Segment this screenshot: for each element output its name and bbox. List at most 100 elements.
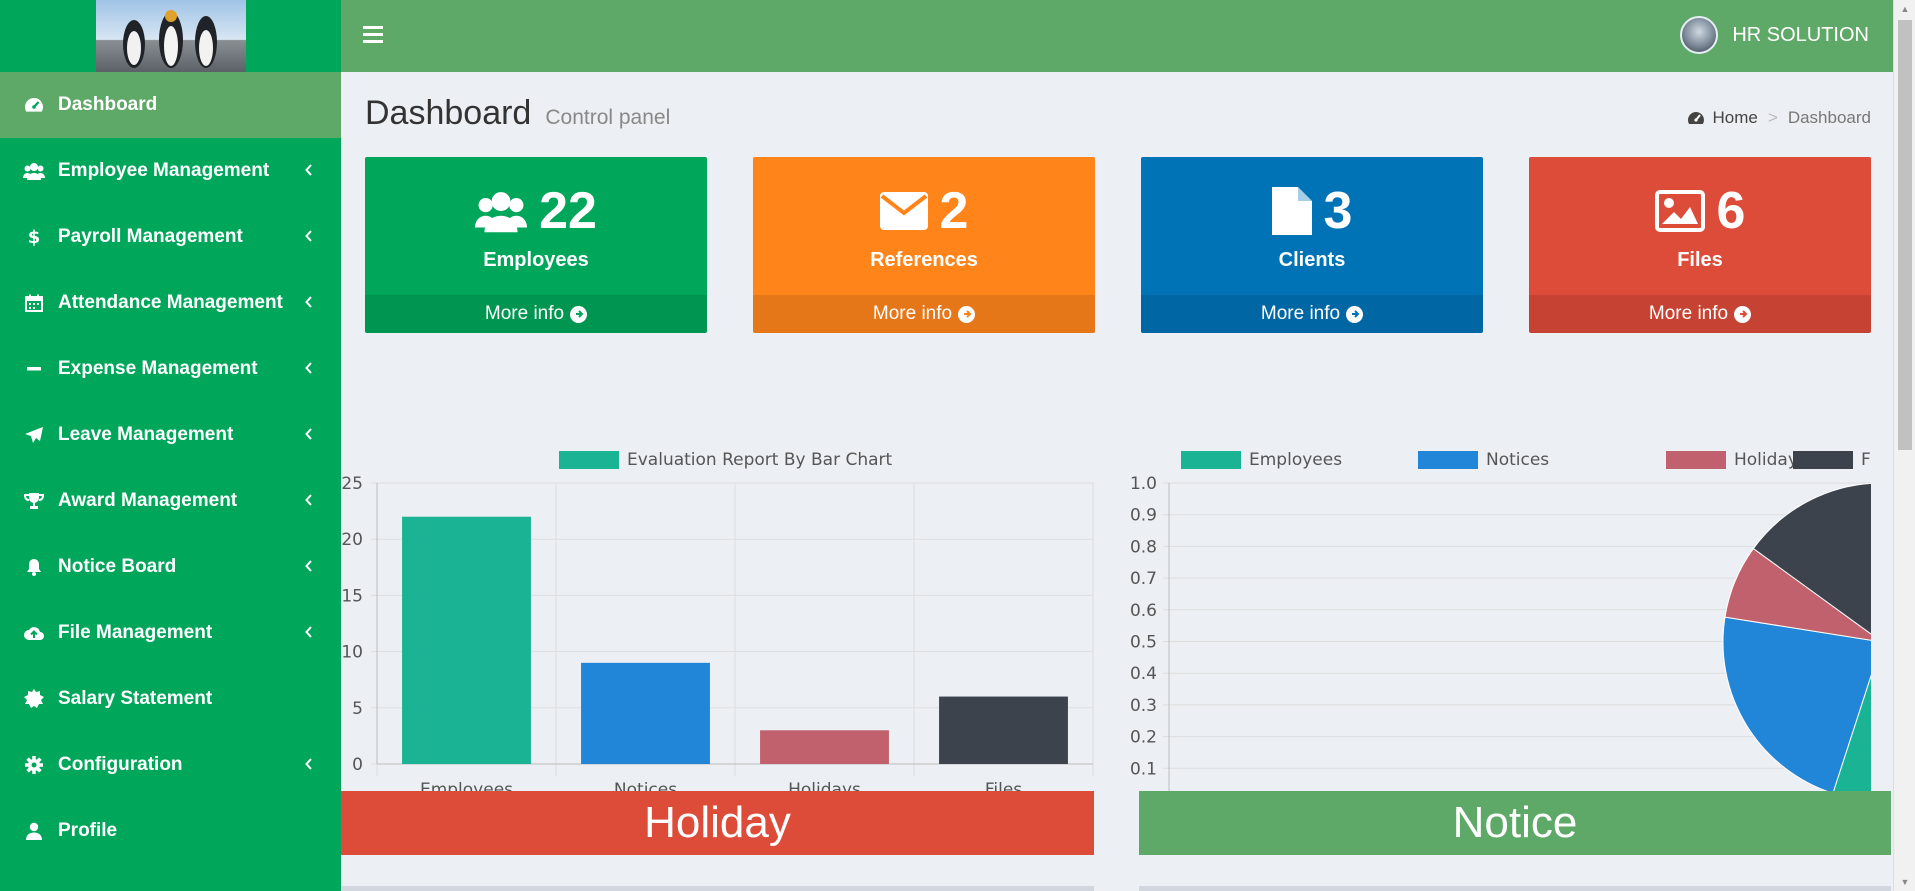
holiday-section-header: Holiday	[341, 791, 1094, 855]
info-boxes: 22 Employees More info 2 References More info…	[365, 157, 1871, 333]
info-box-label: References	[870, 248, 978, 271]
sidebar-item-label: Employee Management	[58, 160, 270, 181]
more-info-label: More info	[1260, 303, 1341, 324]
chevron-left-icon	[305, 358, 313, 380]
bell-icon	[22, 555, 46, 579]
legend-label: Notices	[1486, 450, 1549, 470]
envelope-icon	[879, 191, 928, 230]
more-info-label: More info	[872, 303, 953, 324]
sidebar-item-employee-management[interactable]: Employee Management	[0, 138, 341, 204]
sidebar-item-file-management[interactable]: File Management	[0, 600, 341, 666]
dashboard-icon	[22, 93, 46, 117]
legend-label: Holidays	[1734, 450, 1807, 470]
info-box-count: 3	[1323, 181, 1353, 240]
legend-swatch	[1181, 451, 1241, 469]
scroll-up-arrow-icon[interactable]: ▲	[1900, 4, 1910, 14]
more-info-link[interactable]: More info	[1141, 295, 1483, 333]
sidebar-item-award-management[interactable]: Award Management	[0, 468, 341, 534]
user-menu[interactable]: HR SOLUTION	[1680, 16, 1869, 54]
sidebar-toggle-icon[interactable]	[363, 26, 383, 44]
breadcrumb: Home > Dashboard	[1687, 108, 1871, 128]
legend-swatch	[559, 451, 619, 469]
info-box-count: 2	[939, 181, 969, 240]
arrow-circle-right-icon	[570, 305, 588, 323]
y-tick-label: 0.4	[1130, 664, 1157, 684]
svg-text:$: $	[28, 227, 41, 247]
legend-item: Evaluation Report By Bar Chart	[559, 450, 893, 470]
y-tick-label: 0.1	[1130, 759, 1157, 779]
sidebar-item-label: Payroll Management	[58, 226, 243, 247]
info-box-label: Files	[1677, 248, 1723, 271]
info-box-label: Employees	[483, 248, 589, 271]
user-name: HR SOLUTION	[1732, 23, 1869, 46]
sidebar-item-leave-management[interactable]: Leave Management	[0, 402, 341, 468]
legend-swatch	[1793, 451, 1853, 469]
trophy-icon	[22, 489, 46, 513]
cloud-upload-icon	[22, 621, 46, 645]
sidebar-item-label: Expense Management	[58, 358, 258, 379]
breadcrumb-current: Dashboard	[1787, 108, 1871, 127]
sidebar-item-salary-statement[interactable]: Salary Statement	[0, 666, 341, 732]
more-info-link[interactable]: More info	[1529, 295, 1871, 333]
legend-swatch	[1666, 451, 1726, 469]
page-subtitle: Control panel	[545, 106, 671, 129]
more-info-label: More info	[1648, 303, 1729, 324]
top-navbar: HR SOLUTION	[341, 0, 1893, 72]
scroll-down-arrow-icon[interactable]: ▼	[1900, 877, 1910, 887]
gear-icon	[22, 753, 46, 777]
sidebar-item-label: Attendance Management	[58, 292, 283, 313]
notice-section-header: Notice	[1139, 791, 1891, 855]
sidebar-item-profile[interactable]: Profile	[0, 798, 341, 864]
sidebar-item-label: File Management	[58, 622, 213, 643]
y-tick-label: 15	[341, 586, 363, 606]
dollar-icon: $	[22, 225, 46, 249]
paper-plane-icon	[22, 423, 46, 447]
legend-item-holidays: Holidays	[1666, 450, 1807, 470]
info-box-clients: 3 Clients More info	[1141, 157, 1483, 333]
scroll-thumb[interactable]	[1898, 20, 1912, 450]
y-tick-label: 0.3	[1130, 696, 1157, 716]
info-box-count: 22	[539, 181, 597, 240]
pie-chart: EmployeesNoticesHolidaysFiles00.10.20.30…	[1130, 450, 1871, 811]
chevron-left-icon	[305, 160, 313, 182]
sidebar-item-label: Configuration	[58, 754, 183, 775]
notice-title: Notice	[1452, 798, 1578, 847]
info-box-employees: 22 Employees More info	[365, 157, 707, 333]
main-content: Dashboard Control panel Home > Dashboard…	[341, 72, 1893, 891]
arrow-circle-right-icon	[958, 305, 976, 323]
bar-employees	[402, 516, 531, 764]
chevron-left-icon	[305, 622, 313, 644]
bar-chart: Evaluation Report By Bar Chart 0 5 10 15 20 25…	[341, 450, 1094, 800]
logo-image[interactable]	[95, 0, 246, 72]
sidebar-item-expense-management[interactable]: Expense Management	[0, 336, 341, 402]
pie-slice-notices	[1722, 616, 1871, 794]
sidebar-item-label: Salary Statement	[58, 688, 213, 709]
sidebar-item-notice-board[interactable]: Notice Board	[0, 534, 341, 600]
legend-item-employees: Employees	[1181, 450, 1342, 470]
sidebar-item-payroll-management[interactable]: $ Payroll Management	[0, 204, 341, 270]
breadcrumb-home-link[interactable]: Home	[1712, 108, 1758, 127]
y-tick-label: 5	[352, 699, 363, 719]
more-info-link[interactable]: More info	[365, 295, 707, 333]
y-tick-label: 10	[341, 643, 363, 663]
y-tick-label: 0	[352, 755, 363, 775]
chevron-left-icon	[305, 490, 313, 512]
more-info-link[interactable]: More info	[753, 295, 1095, 333]
image-icon	[1654, 189, 1705, 232]
legend-label: Files	[1861, 450, 1871, 470]
y-tick-label: 0.2	[1130, 728, 1157, 748]
chevron-left-icon	[305, 556, 313, 578]
sidebar-item-configuration[interactable]: Configuration	[0, 732, 341, 798]
user-icon	[22, 819, 46, 843]
info-box-label: Clients	[1278, 248, 1346, 271]
sidebar-item-dashboard[interactable]: Dashboard	[0, 72, 341, 138]
legend-label: Evaluation Report By Bar Chart	[627, 450, 893, 470]
chevron-left-icon	[305, 292, 313, 314]
page-scrollbar[interactable]: ▲ ▼	[1893, 0, 1915, 891]
legend-item-notices: Notices	[1418, 450, 1549, 470]
chevron-left-icon	[305, 424, 313, 446]
sidebar-item-label: Profile	[58, 820, 118, 841]
file-icon	[1271, 186, 1312, 235]
sidebar-item-attendance-management[interactable]: Attendance Management	[0, 270, 341, 336]
legend-swatch	[1418, 451, 1478, 469]
